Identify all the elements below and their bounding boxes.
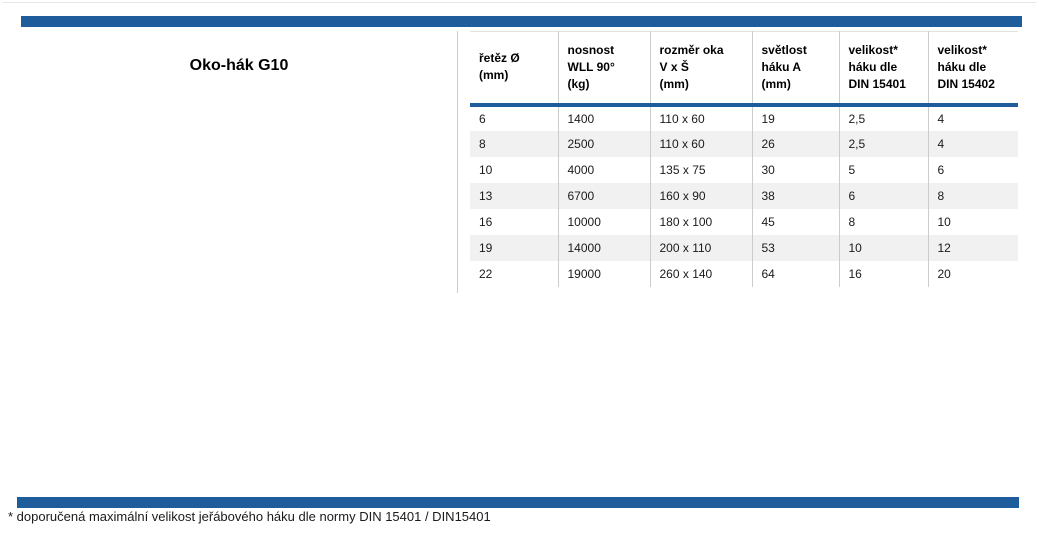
table-row: 19 14000 200 x 110 53 10 12	[470, 234, 1018, 261]
top-hairline	[3, 2, 1036, 3]
table-cell: 45	[751, 208, 839, 235]
table-cell: 19000	[557, 260, 650, 287]
table-cell: 6	[479, 111, 486, 126]
table-cell: 16	[838, 260, 928, 287]
table-cell: 53	[751, 234, 839, 261]
table-cell: 110 x 60	[649, 130, 752, 157]
table-row: 8 2500 110 x 60 26 2,5 4	[470, 130, 1018, 157]
table-row: 22 19000 260 x 140 64 16 20	[470, 260, 1018, 287]
table-cell: 4	[927, 130, 1018, 157]
bottom-accent-bar	[17, 497, 1019, 508]
table-cell: 19	[751, 104, 839, 131]
table-row: 10 4000 135 x 75 30 5 6	[470, 156, 1018, 183]
table-cell: 8	[927, 182, 1018, 209]
table-cell: 8	[470, 130, 558, 157]
table-row: 16 10000 180 x 100 45 8 10	[470, 208, 1018, 235]
page-title: Oko-hák G10	[189, 57, 289, 74]
table-cell: 6700	[557, 182, 650, 209]
table-cell: 6	[838, 182, 928, 209]
title-table-divider	[457, 31, 458, 293]
table-cell: 13	[470, 182, 558, 209]
table-cell: 1400	[557, 104, 650, 131]
table-cell: 19	[470, 234, 558, 261]
table-cell: 12	[927, 234, 1018, 261]
table-cell: 26	[751, 130, 839, 157]
table-cell: 160 x 90	[649, 182, 752, 209]
footnote: * doporučená maximální velikost jeřábové…	[8, 509, 491, 524]
table-cell: 110 x 60	[649, 104, 752, 131]
header-wll: nosnost WLL 90° (kg)	[557, 31, 650, 107]
table-cell: 20	[927, 260, 1018, 287]
header-chain-diameter: řetěz Ø (mm)	[470, 31, 558, 107]
table-cell: 2500	[557, 130, 650, 157]
header-hook-size-din15401: velikost* háku dle DIN 15401	[838, 31, 928, 107]
table-cell: 2,5	[838, 104, 928, 131]
table-row: 6 1400 110 x 60 19 2,5 4	[470, 104, 1018, 131]
table-cell: 64	[751, 260, 839, 287]
table-cell: 10	[479, 162, 493, 177]
top-accent-bar	[21, 16, 1022, 27]
table-cell: 260 x 140	[649, 260, 752, 287]
table-cell: 4000	[557, 156, 650, 183]
table-cell: 200 x 110	[649, 234, 752, 261]
table-cell: 135 x 75	[649, 156, 752, 183]
table-cell: 16	[479, 214, 493, 229]
product-spec-table: řetěz Ø (mm) nosnost WLL 90° (kg) rozměr…	[470, 31, 1018, 287]
table-cell: 6	[927, 156, 1018, 183]
header-hook-clearance: světlost háku A (mm)	[751, 31, 839, 107]
table-cell: 5	[838, 156, 928, 183]
table-cell: 10000	[557, 208, 650, 235]
header-hook-size-din15402: velikost* háku dle DIN 15402	[927, 31, 1018, 107]
table-cell: 14000	[557, 234, 650, 261]
table-cell: 8	[838, 208, 928, 235]
table-cell: 4	[927, 104, 1018, 131]
table-cell: 22	[479, 266, 493, 281]
table-row: 13 6700 160 x 90 38 6 8	[470, 182, 1018, 209]
table-cell: 30	[751, 156, 839, 183]
product-title-area: Oko-hák G10	[21, 33, 457, 293]
table-cell: 180 x 100	[649, 208, 752, 235]
table-cell: 10	[838, 234, 928, 261]
table-cell: 38	[751, 182, 839, 209]
header-eye-size: rozměr oka V x Š (mm)	[649, 31, 752, 107]
table-header-row: řetěz Ø (mm) nosnost WLL 90° (kg) rozměr…	[470, 31, 1018, 107]
table-cell: 2,5	[838, 130, 928, 157]
table-cell: 10	[927, 208, 1018, 235]
